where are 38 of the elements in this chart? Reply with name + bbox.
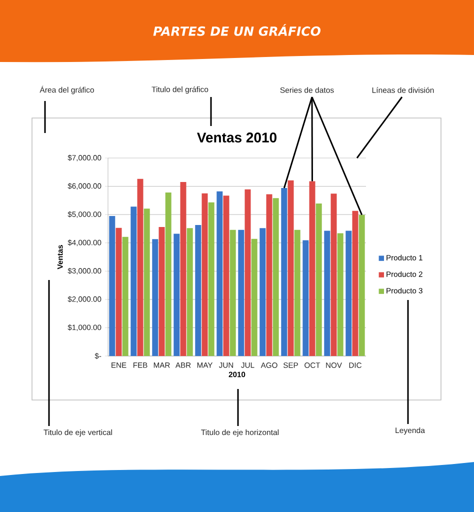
bar: [152, 239, 158, 356]
bar: [294, 230, 300, 356]
bar: [202, 193, 208, 356]
bar: [186, 228, 193, 356]
bar: [116, 228, 122, 356]
bar: [251, 238, 258, 356]
bar: [244, 189, 251, 356]
bar: [358, 214, 365, 356]
bar: [288, 180, 294, 356]
bar: [324, 230, 330, 356]
bar: [316, 204, 322, 356]
bar: [130, 206, 137, 356]
bar: [330, 194, 337, 356]
bar: [165, 192, 172, 356]
bar: [216, 191, 223, 356]
bar: [174, 234, 180, 356]
bar: [346, 230, 352, 356]
bar: [109, 216, 116, 356]
bar: [337, 233, 344, 356]
bar: [238, 230, 244, 356]
bar: [266, 194, 272, 356]
chart-title: Ventas 2010: [197, 132, 276, 142]
bar: [281, 188, 288, 356]
text: PARTES DE UN GRÁFICO: [153, 24, 321, 36]
bar: [223, 196, 230, 356]
bar: [352, 210, 358, 356]
bar: [158, 227, 165, 356]
bar: [195, 225, 202, 356]
bar: [272, 198, 279, 356]
bar: [122, 236, 128, 356]
bar: [144, 208, 150, 356]
bar: [260, 228, 266, 356]
bar: [230, 230, 236, 356]
bar: [208, 202, 214, 356]
bar: [180, 182, 186, 356]
bar: [137, 178, 144, 356]
bar: [302, 240, 309, 356]
bar: [309, 181, 316, 356]
